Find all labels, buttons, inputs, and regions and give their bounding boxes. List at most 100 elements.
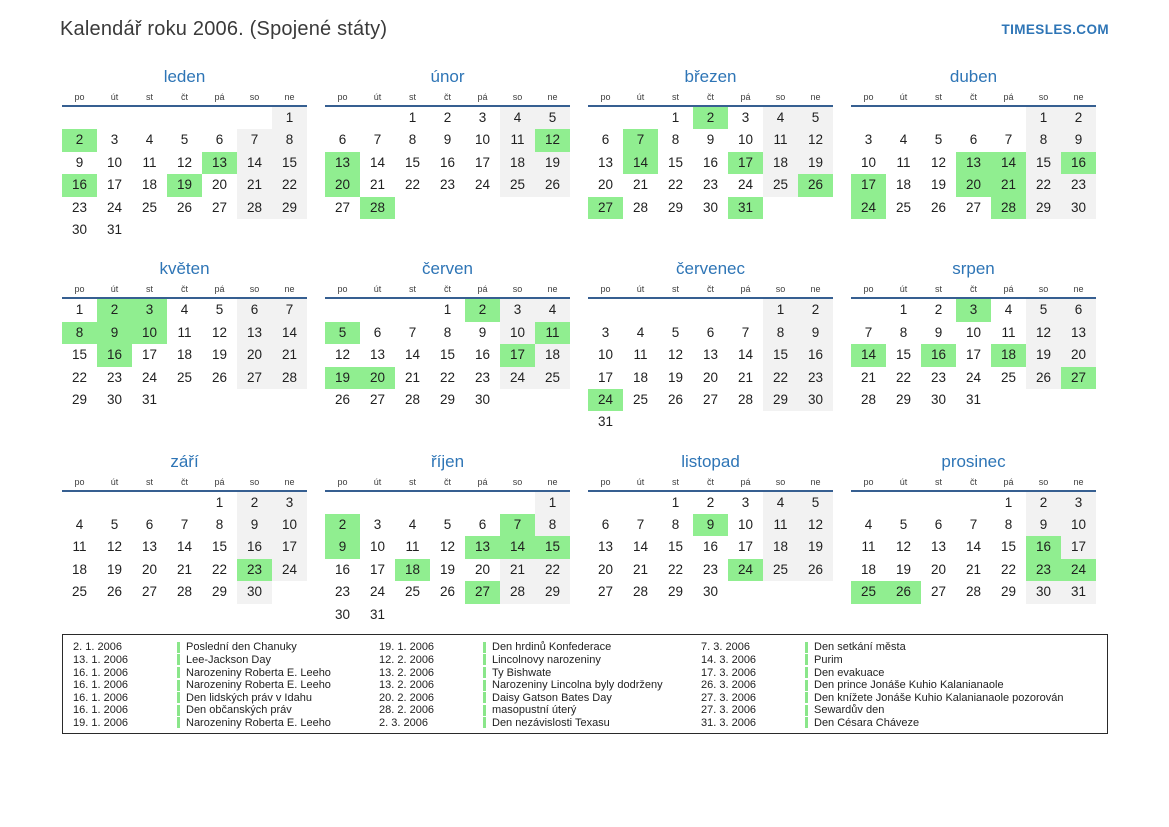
- month-title: červen: [421, 259, 474, 279]
- day-cell: 28: [404, 391, 421, 407]
- day-cell: 18: [395, 558, 430, 582]
- weekday-label: so: [512, 92, 523, 102]
- week-row: 26 27 28 29 30: [325, 389, 570, 411]
- day-cell: 24: [737, 177, 754, 193]
- holiday-marker-icon: [805, 717, 808, 729]
- weekday-label: so: [512, 476, 523, 487]
- day-cell: 4: [408, 517, 417, 533]
- day-cell: 21: [272, 344, 307, 367]
- month-calendar: říjen po út st čt pá so ne 1 2 3 4 5 6 7 8 9 10 11 12 13 14 15…: [325, 450, 570, 626]
- holiday-marker-icon: [483, 717, 486, 729]
- legend-entry: 20. 2. 2006 Daisy Gatson Bates Day: [379, 691, 701, 704]
- day-cell: 19: [325, 366, 360, 389]
- day-cell: 11: [177, 324, 192, 340]
- legend-entry: 19. 1. 2006 Narozeniny Roberta E. Leeho: [73, 717, 379, 730]
- day-cell: 17: [965, 347, 982, 363]
- day-cell: 14: [632, 539, 649, 555]
- day-cell: 15: [667, 539, 684, 555]
- legend-date: 27. 3. 2006: [701, 691, 757, 704]
- day-cell: 10: [737, 132, 754, 148]
- day-cell: 3: [601, 324, 610, 340]
- day-cell: 13: [597, 154, 614, 170]
- page-title: Kalendář roku 2006. (Spojené státy): [60, 18, 388, 40]
- empty-cell: [921, 107, 956, 129]
- weekday-label: ne: [1073, 284, 1084, 295]
- day-cell: 13: [141, 539, 158, 555]
- day-cell: 9: [1026, 514, 1061, 537]
- weekday-label: út: [899, 92, 908, 102]
- empty-cell: [623, 107, 658, 129]
- week-row: 27 28: [325, 196, 570, 219]
- legend-date: 13. 2. 2006: [379, 679, 435, 692]
- holiday-marker-icon: [483, 692, 486, 704]
- legend-date: 7. 3. 2006: [701, 641, 750, 654]
- weekday-label: pá: [477, 92, 488, 102]
- day-cell: 3: [1061, 491, 1096, 515]
- site-logo-link[interactable]: TIMESLES.COM: [1001, 22, 1109, 37]
- day-cell: 8: [215, 517, 224, 533]
- day-cell: 13: [597, 539, 614, 555]
- empty-cell: [395, 604, 430, 626]
- day-cell: 4: [1004, 302, 1013, 318]
- empty-cell: [360, 299, 395, 321]
- day-cell: 20: [211, 177, 228, 193]
- legend-entry: 16. 1. 2006 Den občanských práv: [73, 704, 379, 717]
- day-cell: 14: [991, 151, 1026, 175]
- day-cell: 16: [702, 539, 719, 555]
- day-cell: 28: [737, 391, 754, 407]
- weekday-label: so: [1038, 284, 1049, 295]
- day-cell: 7: [636, 517, 645, 533]
- day-cell: 5: [798, 491, 833, 515]
- day-cell: 10: [132, 321, 167, 345]
- weekday-label: čt: [443, 92, 451, 102]
- day-cell: 15: [763, 344, 798, 367]
- legend-holiday-name: Den hrdinů Konfederace: [492, 641, 612, 654]
- legend-holiday-name: Den Césara Cháveze: [814, 716, 920, 729]
- day-cell: 23: [930, 369, 947, 385]
- week-row: 6 7 8 9 10 11 12: [588, 514, 833, 537]
- month-title: srpen: [952, 259, 995, 279]
- day-cell: 20: [474, 561, 491, 577]
- weekday-label: po: [600, 284, 611, 295]
- weekday-label: st: [145, 476, 153, 487]
- week-row: 13 14 15 16 17 18 19: [588, 151, 833, 175]
- day-cell: 14: [623, 151, 658, 175]
- day-cell: 16: [237, 536, 272, 559]
- legend-date: 16. 1. 2006: [73, 679, 129, 692]
- holiday-marker-icon: [805, 692, 808, 704]
- weekday-label: st: [671, 284, 679, 295]
- weekday-label: čt: [706, 92, 714, 102]
- legend-entry: 2. 1. 2006 Poslední den Chanuky: [73, 641, 379, 654]
- legend-date: 19. 1. 2006: [379, 641, 435, 654]
- weekday-label: út: [110, 92, 119, 102]
- weekday-label: ne: [547, 476, 558, 487]
- legend-holiday-name: Den nezávislosti Texasu: [492, 716, 610, 729]
- day-cell: 5: [215, 302, 224, 318]
- day-cell: 30: [334, 606, 351, 622]
- day-cell: 20: [141, 561, 158, 577]
- day-cell: 24: [728, 558, 763, 582]
- holiday-legend: 2. 1. 2006 Poslední den Chanuky 13. 1. 200…: [62, 634, 1108, 735]
- day-cell: 9: [325, 536, 360, 559]
- day-cell: 7: [373, 132, 382, 148]
- day-cell: 12: [1026, 321, 1061, 345]
- month-calendar: září po út st čt pá so ne 1 2 3 4 5 6 7 8 9 10 11 12 13 14 15 1…: [62, 450, 307, 626]
- weekday-header-row: po út st čt pá so ne: [588, 92, 833, 107]
- day-cell: 30: [1026, 581, 1061, 604]
- weekday-label: po: [600, 92, 611, 102]
- day-cell: 26: [176, 199, 193, 215]
- day-cell: 26: [106, 584, 123, 600]
- day-cell: 27: [369, 391, 386, 407]
- legend-holiday-name: Lee-Jackson Day: [186, 653, 271, 666]
- legend-column: 2. 1. 2006 Poslední den Chanuky 13. 1. 200…: [73, 641, 379, 733]
- day-cell: 5: [798, 107, 833, 130]
- legend-entry: 16. 1. 2006 Narozeniny Roberta E. Leeho: [73, 666, 379, 679]
- day-cell: 2: [693, 107, 728, 130]
- day-cell: 20: [1061, 344, 1096, 367]
- day-cell: 23: [798, 366, 833, 389]
- day-cell: 25: [895, 199, 912, 215]
- legend-entry: 7. 3. 2006 Den setkání města: [701, 641, 1101, 654]
- day-cell: 20: [325, 174, 360, 197]
- weekday-label: pá: [1003, 284, 1014, 295]
- day-cell: 5: [671, 324, 680, 340]
